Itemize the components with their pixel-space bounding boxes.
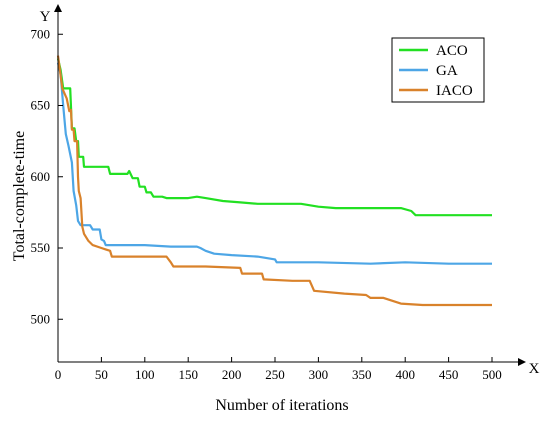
legend-label-iaco: IACO xyxy=(436,83,473,99)
x-tick-label: 200 xyxy=(222,367,242,382)
y-tick-label: 700 xyxy=(31,26,51,41)
x-tick-label: 300 xyxy=(309,367,329,382)
series-layer xyxy=(56,55,492,307)
x-tick-label: 50 xyxy=(95,367,108,382)
y-axis-letter: Y xyxy=(40,9,51,25)
legend-label-aco: ACO xyxy=(436,43,468,59)
x-tick-label: 500 xyxy=(482,367,502,382)
x-tick-label: 400 xyxy=(395,367,415,382)
series-line-iaco xyxy=(56,55,492,307)
legend: ACO GA IACO xyxy=(391,37,485,103)
x-tick-label: 350 xyxy=(352,367,372,382)
y-axis-label: Total-complete-time xyxy=(11,131,28,261)
x-tick-label: 100 xyxy=(135,367,155,382)
legend-label-ga: GA xyxy=(436,63,458,79)
y-tick-label: 550 xyxy=(31,240,51,255)
y-tick-label: 500 xyxy=(31,311,51,326)
y-tick-label: 650 xyxy=(31,98,51,113)
x-axis-letter: X xyxy=(529,361,540,377)
tick-layer: 0 50 100 150 200 250 300 350 400 450 500 500 550 600 6… xyxy=(31,26,502,382)
y-tick-label: 600 xyxy=(31,169,51,184)
x-tick-label: 0 xyxy=(55,367,62,382)
x-tick-label: 250 xyxy=(265,367,285,382)
x-tick-label: 150 xyxy=(178,367,198,382)
x-axis-label: Number of iterations xyxy=(215,397,348,414)
x-tick-label: 450 xyxy=(439,367,459,382)
series-line-ga xyxy=(56,62,492,265)
